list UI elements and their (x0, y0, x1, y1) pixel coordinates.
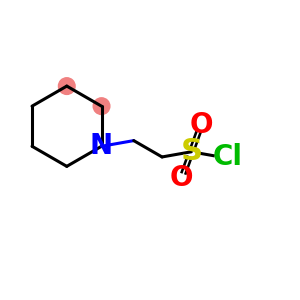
Text: O: O (189, 111, 213, 139)
Text: S: S (180, 137, 202, 166)
Text: N: N (90, 132, 113, 160)
Circle shape (58, 78, 75, 94)
Text: O: O (170, 164, 194, 192)
Circle shape (93, 98, 110, 115)
Text: Cl: Cl (213, 143, 243, 172)
